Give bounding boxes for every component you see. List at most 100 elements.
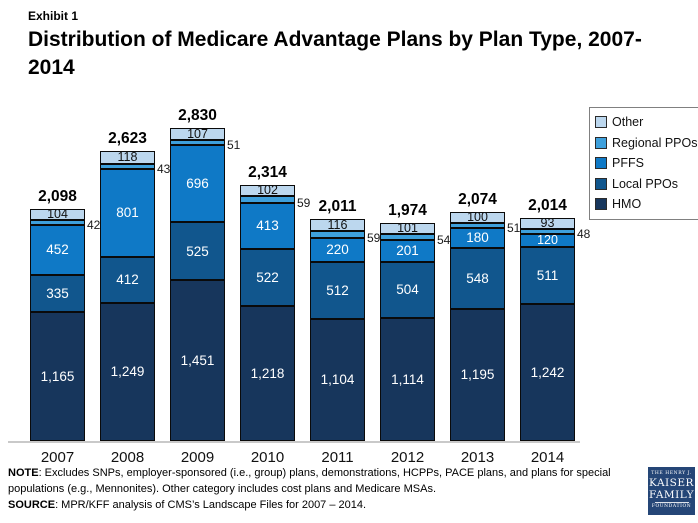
segment-value-label: 104 — [47, 207, 68, 222]
bar-segment-regional-ppos — [170, 139, 225, 146]
bar-total-label: 2,623 — [108, 129, 147, 147]
segment-value-label: 522 — [256, 269, 279, 285]
regional-ppos-outside-label: 51 — [507, 221, 521, 236]
legend-swatch-icon — [595, 116, 607, 129]
bar-segment-other: 107 — [170, 128, 225, 140]
segment-value-label: 504 — [396, 282, 419, 298]
bar-total-label: 2,314 — [248, 164, 287, 182]
legend-swatch-icon — [595, 157, 607, 170]
bar-segment-local-ppos: 525 — [170, 222, 225, 281]
bar-segment-regional-ppos — [520, 228, 575, 234]
x-axis-tick-2010: 2010 — [250, 449, 285, 466]
logo-divider — [654, 502, 689, 504]
segment-value-label: 1,195 — [460, 367, 495, 383]
x-axis-tick-2011: 2011 — [321, 449, 354, 466]
bar-segment-regional-ppos — [30, 220, 85, 226]
bar-segment-pffs: 413 — [240, 202, 295, 249]
bar-segment-other: 104 — [30, 207, 85, 222]
bar-2008: 118 801 412 1,249 — [100, 150, 155, 441]
segment-value-label: 1,218 — [250, 365, 285, 381]
legend-label: Other — [612, 115, 644, 130]
logo-line-small-bottom: FOUNDATION — [651, 504, 692, 510]
bar-segment-regional-ppos — [100, 163, 155, 169]
legend-swatch-icon — [595, 136, 607, 149]
bar-total-label: 2,074 — [458, 190, 497, 208]
regional-ppos-outside-label: 59 — [297, 195, 311, 210]
bar-total-label: 2,011 — [318, 197, 357, 215]
bar-segment-local-ppos: 511 — [520, 247, 575, 304]
bar-2010: 102 413 522 1,218 — [240, 183, 295, 441]
exhibit-label: Exhibit 1 — [28, 9, 79, 23]
legend-label: Regional PPOs — [612, 135, 698, 150]
segment-value-label: 101 — [397, 221, 418, 235]
bar-2009: 107 696 525 1,451 — [170, 128, 225, 441]
bar-segment-regional-ppos — [310, 231, 365, 238]
bar-segment-hmo: 1,242 — [520, 303, 575, 441]
source-text: : MPR/KFF analysis of CMS’s Landscape Fi… — [55, 498, 367, 511]
bar-segment-local-ppos: 522 — [240, 248, 295, 307]
chart-legend: Other Regional PPOs PFFS Local PPOs HMO — [589, 107, 698, 220]
segment-value-label: 100 — [467, 209, 488, 224]
legend-label: Local PPOs — [612, 176, 679, 191]
x-axis-tick-2013: 2013 — [460, 449, 495, 466]
bar-segment-pffs: 452 — [30, 225, 85, 276]
segment-value-label: 452 — [46, 242, 69, 258]
segment-value-label: 512 — [326, 282, 349, 298]
bar-segment-pffs: 220 — [310, 237, 365, 263]
bar-segment-hmo: 1,195 — [450, 308, 505, 441]
segment-value-label: 102 — [257, 183, 278, 198]
regional-ppos-outside-label: 54 — [437, 232, 451, 247]
segment-value-label: 107 — [187, 126, 208, 141]
segment-value-label: 116 — [327, 217, 348, 232]
segment-value-label: 1,242 — [530, 364, 565, 380]
bar-2011: 116 220 512 1,104 — [310, 217, 365, 441]
bar-segment-regional-ppos — [240, 196, 295, 203]
segment-value-label: 1,104 — [320, 372, 355, 388]
legend-swatch-icon — [595, 198, 607, 211]
bar-segment-local-ppos: 548 — [450, 248, 505, 309]
footnote: NOTE: Excludes SNPs, employer-sponsored … — [8, 466, 648, 514]
segment-value-label: 1,249 — [110, 364, 145, 380]
segment-value-label: 413 — [256, 217, 279, 233]
x-axis-tick-2012: 2012 — [390, 449, 425, 466]
bar-segment-local-ppos: 335 — [30, 275, 85, 313]
note-text: : Excludes SNPs, employer-sponsored (i.e… — [8, 467, 611, 495]
segment-value-label: 220 — [326, 242, 349, 258]
bar-segment-regional-ppos — [380, 233, 435, 240]
segment-value-label: 120 — [537, 233, 558, 248]
stacked-bar-chart: 104 452 335 1,165 2,098 42 2007 118 801 412 1,249 2… — [8, 98, 590, 473]
bar-segment-pffs: 180 — [450, 228, 505, 249]
segment-value-label: 335 — [46, 285, 69, 301]
bar-total-label: 2,014 — [528, 197, 567, 215]
bar-segment-local-ppos: 412 — [100, 257, 155, 303]
segment-value-label: 548 — [466, 270, 489, 286]
bar-2007: 104 452 335 1,165 — [30, 207, 85, 441]
bar-segment-pffs: 120 — [520, 233, 575, 248]
bar-total-label: 2,098 — [38, 187, 77, 205]
legend-item-pffs: PFFS — [595, 153, 697, 174]
logo-line-kaiser: KAISER — [649, 476, 694, 489]
bar-total-label: 1,974 — [388, 201, 427, 219]
logo-line-small-top: THE HENRY J. — [651, 471, 692, 477]
kff-logo: THE HENRY J. KAISER FAMILY FOUNDATION — [648, 467, 695, 515]
source-line: SOURCE: MPR/KFF analysis of CMS’s Landsc… — [8, 498, 648, 514]
bar-segment-hmo: 1,114 — [380, 317, 435, 441]
note-line: NOTE: Excludes SNPs, employer-sponsored … — [8, 466, 648, 498]
bar-segment-pffs: 201 — [380, 239, 435, 263]
segment-value-label: 412 — [116, 272, 139, 288]
bar-2013: 100 180 548 1,195 — [450, 209, 505, 441]
x-axis-tick-2008: 2008 — [110, 449, 145, 466]
bar-segment-other: 93 — [520, 217, 575, 229]
bar-segment-other: 101 — [380, 221, 435, 235]
segment-value-label: 118 — [117, 150, 138, 165]
legend-item-regional-ppos: Regional PPOs — [595, 133, 697, 154]
bar-2014: 93 120 511 1,242 — [520, 217, 575, 441]
segment-value-label: 801 — [116, 205, 139, 221]
segment-value-label: 180 — [466, 230, 489, 246]
bar-segment-hmo: 1,451 — [170, 280, 225, 441]
legend-label: PFFS — [612, 156, 644, 171]
segment-value-label: 1,451 — [180, 352, 215, 368]
segment-value-label: 511 — [536, 267, 559, 283]
regional-ppos-outside-label: 51 — [227, 138, 241, 153]
